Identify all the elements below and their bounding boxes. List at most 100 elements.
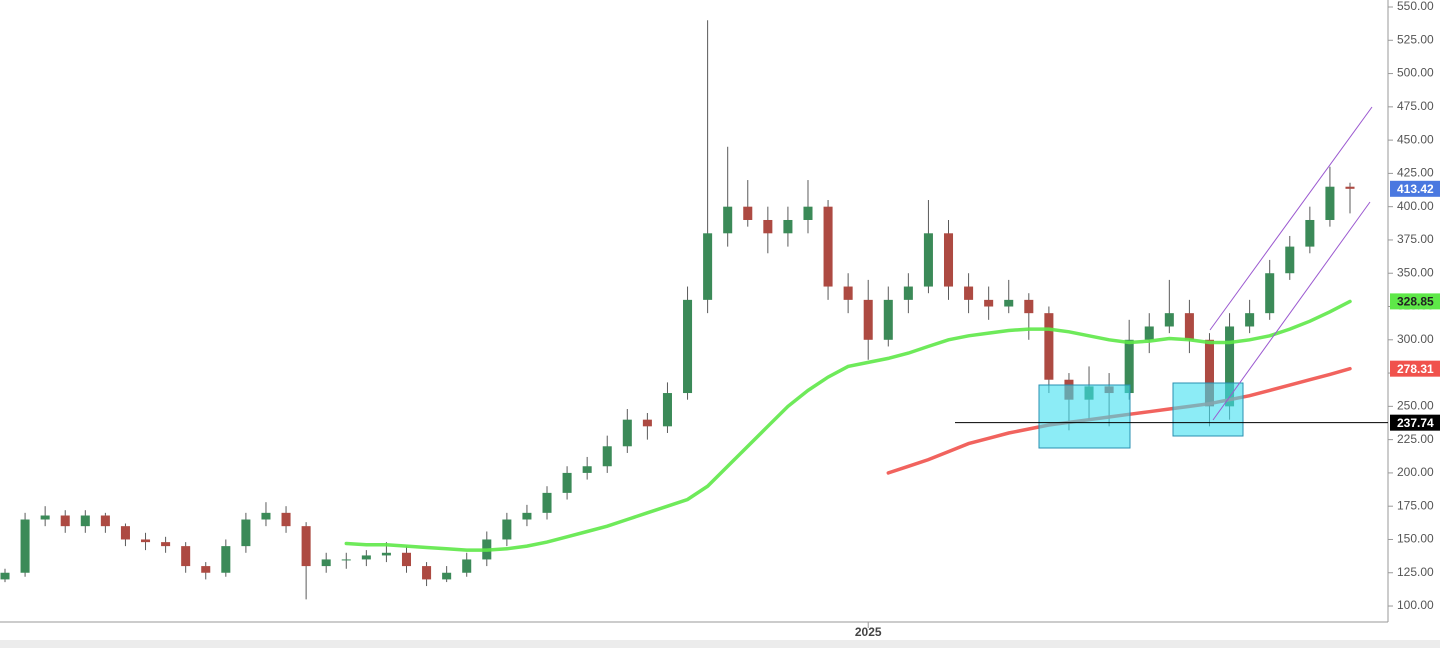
candle-body	[0, 572, 10, 580]
candle-body	[542, 492, 552, 513]
candle-body	[943, 233, 954, 287]
candle-body	[1144, 326, 1154, 340]
candle-body	[1204, 339, 1214, 407]
candle-body	[1245, 313, 1255, 327]
highlight-box	[1038, 384, 1131, 449]
y-tick-label: 400.00	[1397, 199, 1434, 213]
y-tick-label: 450.00	[1397, 132, 1434, 146]
candle-body	[502, 519, 512, 540]
candle-body	[1285, 246, 1295, 274]
candle-body	[221, 546, 231, 573]
y-tick-label: 550.00	[1397, 0, 1434, 13]
y-tick-label: 200.00	[1397, 465, 1434, 479]
candle-body	[80, 515, 90, 527]
y-tick-label: 225.00	[1397, 432, 1434, 446]
plot	[0, 20, 1355, 600]
candle-body	[442, 572, 452, 580]
candle-body	[1345, 186, 1355, 189]
y-tick-label: 525.00	[1397, 32, 1434, 46]
price-badge-label: 413.42	[1397, 182, 1434, 196]
price-badge-label: 328.85	[1397, 295, 1434, 309]
y-tick-label: 175.00	[1397, 498, 1434, 512]
candle-body	[843, 286, 853, 300]
candle-body	[642, 419, 652, 427]
y-tick-label: 350.00	[1397, 265, 1434, 279]
candle-body	[241, 519, 251, 547]
candle-body	[341, 559, 351, 561]
candle-body	[1305, 219, 1315, 247]
price-badge	[1390, 414, 1440, 431]
candle-body	[1265, 273, 1275, 314]
candle-body	[181, 546, 191, 567]
y-tick-label: 125.00	[1397, 565, 1434, 579]
y-tick-label: 500.00	[1397, 66, 1434, 80]
x-tick-label: 2025	[855, 625, 882, 639]
candle-body	[783, 219, 793, 234]
candle-body	[401, 552, 412, 567]
candle-body	[161, 542, 171, 547]
y-tick-label: 300.00	[1397, 332, 1434, 346]
candle-body	[662, 393, 672, 427]
candle-body	[883, 299, 893, 340]
candle-body	[1164, 313, 1174, 327]
channel-line	[1212, 201, 1371, 421]
candle-body	[863, 299, 873, 340]
y-tick-label: 375.00	[1397, 232, 1434, 246]
candle-body	[120, 526, 130, 540]
candle-body	[60, 515, 70, 527]
candle-body	[964, 286, 974, 300]
highlight-box	[1172, 382, 1244, 437]
bottom-bar	[0, 640, 1440, 648]
candle-body	[823, 206, 833, 287]
candle-body	[1024, 299, 1034, 314]
candle-body	[1184, 313, 1194, 340]
y-tick-label: 475.00	[1397, 99, 1434, 113]
candle-body	[141, 539, 151, 543]
y-tick-label: 425.00	[1397, 166, 1434, 180]
candle-body	[201, 566, 211, 573]
y-tick-label: 150.00	[1397, 532, 1434, 546]
candle-body	[582, 466, 592, 473]
candle-body	[903, 286, 913, 300]
candle-body	[522, 512, 532, 520]
candle-body	[763, 219, 773, 234]
y-tick-label: 100.00	[1397, 598, 1434, 612]
candle-body	[743, 206, 753, 220]
candle-body	[361, 555, 371, 560]
candle-body	[321, 559, 331, 567]
price-badge	[1390, 293, 1440, 310]
candle-body	[1225, 326, 1235, 407]
candle-body	[20, 519, 30, 573]
candle-body	[562, 472, 572, 493]
price-badge-label: 278.31	[1397, 362, 1434, 376]
candle-body	[40, 515, 50, 520]
candle-body	[381, 552, 391, 556]
candle-body	[1325, 186, 1335, 220]
candle-body	[683, 299, 693, 394]
price-badge	[1390, 360, 1440, 377]
candle-body	[261, 512, 271, 520]
moving-average	[344, 299, 1352, 552]
price-badge	[1390, 180, 1440, 197]
candle-body	[984, 299, 994, 307]
price-badge-label: 237.74	[1397, 416, 1434, 430]
candle-body	[100, 515, 110, 527]
candle-body	[1044, 313, 1054, 380]
candle-body	[301, 526, 311, 567]
candle-body	[622, 419, 632, 447]
candle-body	[462, 559, 472, 573]
candle-body	[281, 512, 291, 527]
candle-body	[1124, 339, 1134, 394]
y-tick-label: 250.00	[1397, 399, 1434, 413]
candle-body	[1004, 299, 1014, 307]
candle-body	[723, 206, 733, 234]
candle-body	[923, 233, 933, 287]
price-badges: 413.42 328.85 278.31 237.74	[1390, 180, 1440, 431]
candle-body	[803, 206, 813, 220]
channel-line	[1209, 106, 1373, 331]
candle-body	[602, 446, 612, 467]
candle-body	[703, 233, 713, 300]
candle-body	[422, 566, 432, 580]
